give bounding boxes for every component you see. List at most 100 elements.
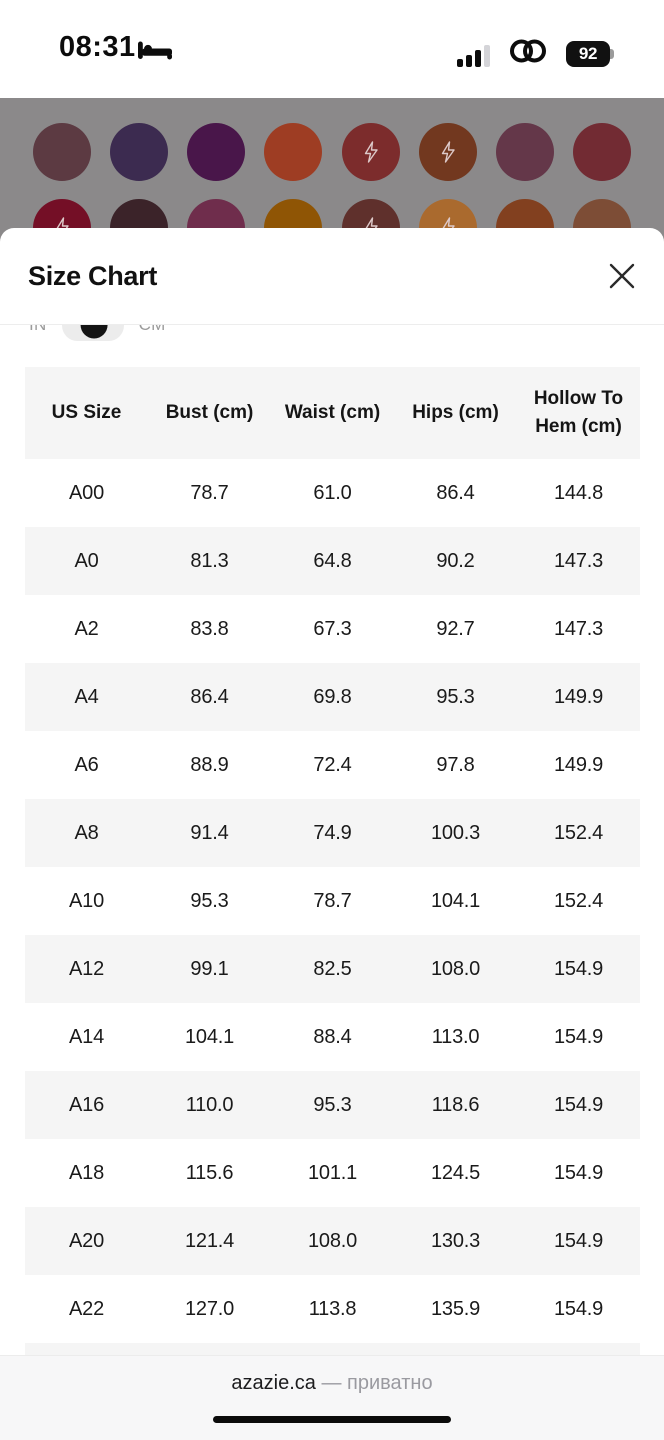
toggle-knob <box>80 325 108 339</box>
table-cell: 113.8 <box>308 1297 357 1320</box>
color-swatch[interactable] <box>264 123 323 181</box>
sheet-title: Size Chart <box>28 260 158 291</box>
table-cell: 149.9 <box>553 685 604 708</box>
table-cell: 78.7 <box>313 889 352 912</box>
table-row: A10 95.3 78.7 104.1 152.4 <box>25 867 640 935</box>
address-bar[interactable]: azazie.ca — приватно <box>0 1372 664 1395</box>
private-label: приватно <box>347 1372 433 1394</box>
table-cell: 152.4 <box>553 821 604 844</box>
table-cell: 108.0 <box>307 1229 358 1252</box>
table-cell: A16 <box>69 1093 104 1116</box>
unit-toggle[interactable] <box>61 325 124 341</box>
table-cell: 144.8 <box>553 481 604 504</box>
table-cell: 86.4 <box>436 481 475 504</box>
table-cell: 67.3 <box>313 617 352 640</box>
table-cell: 154.9 <box>553 1093 604 1116</box>
table-cell: 95.3 <box>436 685 475 708</box>
table-cell: 86.4 <box>190 685 229 708</box>
table-cell: 104.1 <box>430 889 481 912</box>
table-row: A18 115.6 101.1 124.5 154.9 <box>25 1139 640 1207</box>
table-cell: A14 <box>69 1025 104 1048</box>
size-table: US Size Bust (cm) Waist (cm) Hips (cm) Hollo… <box>25 367 640 1356</box>
table-cell: 110.0 <box>185 1093 234 1116</box>
table-row: A4 86.4 69.8 95.3 149.9 <box>25 663 640 731</box>
table-cell: 88.9 <box>190 753 229 776</box>
table-cell: A00 <box>69 481 104 504</box>
clock: 08:31 <box>59 31 136 63</box>
table-cell: 113.0 <box>431 1025 480 1048</box>
status-bar: 08:31 92 <box>0 0 664 98</box>
table-cell: A22 <box>69 1297 104 1320</box>
table-cell: 127.0 <box>184 1297 235 1320</box>
table-cell: 64.8 <box>313 549 352 572</box>
table-header-row: US Size Bust (cm) Waist (cm) Hips (cm) Hollo… <box>25 367 640 459</box>
sheet-body: IN CM US Size Bust (cm) Waist (cm) Hips (cm… <box>0 325 664 1356</box>
table-row: A0 81.3 64.8 90.2 147.3 <box>25 527 640 595</box>
table-cell: 82.5 <box>313 957 352 980</box>
color-swatch[interactable] <box>418 123 477 181</box>
browser-bottom-bar: azazie.ca — приватно <box>0 1355 664 1440</box>
table-row: A00 78.7 61.0 86.4 144.8 <box>25 459 640 527</box>
table-cell: 97.8 <box>436 753 475 776</box>
table-row: A12 99.1 82.5 108.0 154.9 <box>25 935 640 1003</box>
column-header: Bust (cm) <box>165 402 254 424</box>
separator: — <box>321 1372 342 1394</box>
color-swatch-row <box>0 123 664 181</box>
column-header: Hollow To Hem (cm) <box>533 388 624 437</box>
table-row: A14 104.1 88.4 113.0 154.9 <box>25 1003 640 1071</box>
home-indicator[interactable] <box>213 1416 451 1423</box>
table-cell: 101.1 <box>307 1161 358 1184</box>
table-cell: 115.6 <box>185 1161 234 1184</box>
table-row: A16 110.0 95.3 118.6 154.9 <box>25 1071 640 1139</box>
flash-sale-icon <box>441 141 455 163</box>
table-cell: 147.3 <box>553 617 604 640</box>
table-cell: 104.1 <box>184 1025 235 1048</box>
table-cell: 69.8 <box>313 685 352 708</box>
table-cell: 74.9 <box>313 821 352 844</box>
table-cell: A6 <box>74 753 99 776</box>
table-row: A20 121.4 108.0 130.3 154.9 <box>25 1207 640 1275</box>
table-cell: A18 <box>69 1161 104 1184</box>
battery-percent: 92 <box>566 40 610 67</box>
color-swatch[interactable] <box>572 123 631 181</box>
site-domain: azazie.ca <box>231 1372 316 1394</box>
table-cell: 72.4 <box>313 753 352 776</box>
color-swatch[interactable] <box>33 123 91 181</box>
table-cell: 130.3 <box>430 1229 481 1252</box>
unit-toggle-row: IN CM <box>0 325 664 341</box>
table-cell: 95.3 <box>190 889 229 912</box>
unit-label-in: IN <box>29 325 47 335</box>
table-cell: A8 <box>74 821 99 844</box>
table-cell: 147.3 <box>553 549 604 572</box>
cellular-signal-icon <box>457 41 490 67</box>
personal-hotspot-icon <box>505 36 551 71</box>
color-swatch[interactable] <box>187 123 246 181</box>
table-cell: 90.2 <box>436 549 475 572</box>
table-cell: A20 <box>69 1229 104 1252</box>
table-cell: 88.4 <box>313 1025 352 1048</box>
color-swatch[interactable] <box>110 123 169 181</box>
table-cell: 83.8 <box>190 617 229 640</box>
column-header: US Size <box>51 402 122 424</box>
table-cell: 124.5 <box>430 1161 481 1184</box>
table-cell: 149.9 <box>553 753 604 776</box>
color-swatch[interactable] <box>341 123 400 181</box>
table-cell: 81.3 <box>190 549 229 572</box>
table-row: A8 91.4 74.9 100.3 152.4 <box>25 799 640 867</box>
table-cell: 100.3 <box>430 821 481 844</box>
table-row: A6 88.9 72.4 97.8 149.9 <box>25 731 640 799</box>
bed-icon <box>137 37 173 68</box>
table-cell: 118.6 <box>431 1093 480 1116</box>
table-cell: 99.1 <box>190 957 229 980</box>
close-button[interactable] <box>607 260 639 292</box>
sheet-header: Size Chart <box>0 228 664 325</box>
table-cell: 154.9 <box>553 1297 604 1320</box>
table-cell: 135.9 <box>430 1297 481 1320</box>
table-cell: 92.7 <box>436 617 475 640</box>
table-cell: 95.3 <box>313 1093 352 1116</box>
table-cell: A0 <box>74 549 99 572</box>
table-cell: A4 <box>74 685 99 708</box>
color-swatch[interactable] <box>495 123 554 181</box>
